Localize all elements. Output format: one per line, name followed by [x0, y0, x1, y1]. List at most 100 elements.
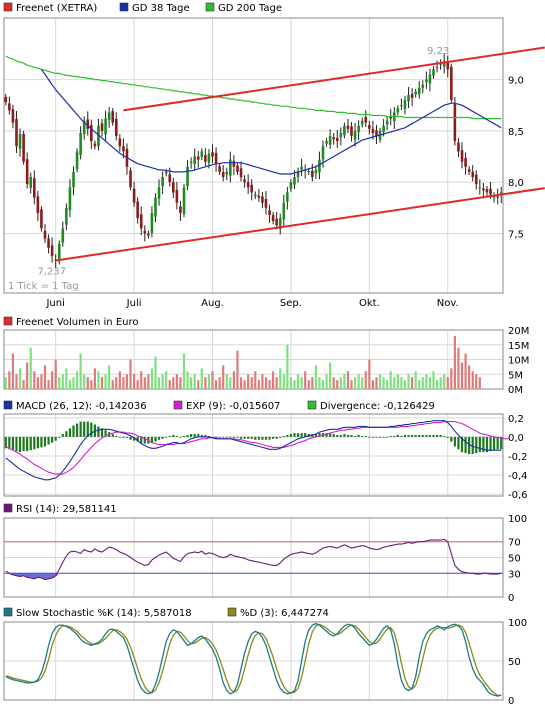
candle-body	[150, 212, 154, 234]
volume-bar	[282, 374, 285, 389]
legend-label: RSI (14): 29,581141	[16, 504, 117, 515]
divergence-bar	[218, 436, 221, 438]
y-tick-label: 100	[508, 514, 527, 525]
y-tick-label: -0,6	[508, 490, 528, 501]
divergence-bar	[136, 436, 139, 442]
volume-bar	[100, 377, 104, 389]
candle-body	[485, 189, 489, 193]
rsi-panel-frame	[3, 517, 504, 598]
candle-body	[225, 171, 229, 175]
divergence-bar	[250, 436, 253, 439]
volume-bar	[83, 374, 86, 389]
divergence-bar	[450, 436, 453, 442]
candle-body	[250, 184, 254, 193]
candle-body	[243, 179, 246, 183]
divergence-bar	[75, 423, 79, 437]
y-tick-label: 30	[508, 569, 521, 580]
divergence-bar	[8, 436, 11, 450]
candle-body	[147, 233, 150, 236]
volume-bar	[143, 377, 146, 389]
volume-bar	[90, 380, 93, 389]
volume-bar	[336, 380, 339, 389]
blue-square-icon	[119, 2, 129, 12]
candle-body	[15, 118, 18, 147]
legend-label: %D (3): 6,447274	[240, 608, 329, 619]
candle-body	[221, 171, 225, 178]
volume-bar	[125, 374, 129, 389]
volume-bar	[475, 374, 478, 389]
volume-bar	[175, 374, 178, 389]
divergence-bar	[118, 436, 121, 438]
divergence-bar	[339, 434, 342, 437]
divergence-bar	[489, 436, 492, 452]
divergence-bar	[125, 436, 129, 438]
divergence-bar	[414, 434, 417, 437]
candle-body	[32, 178, 36, 198]
divergence-bar	[115, 435, 118, 437]
candle-body	[482, 188, 485, 191]
candle-body	[460, 150, 464, 162]
candle-body	[371, 128, 375, 133]
volume-bar	[364, 371, 367, 389]
candle-body	[428, 74, 432, 84]
divergence-bar	[346, 434, 350, 437]
candle-body	[29, 177, 33, 188]
volume-panel-frame	[3, 329, 504, 390]
volume-bar	[225, 374, 228, 389]
volume-bar	[371, 380, 375, 389]
candle-body	[318, 159, 321, 173]
green-square-icon	[307, 400, 317, 410]
volume-bar	[200, 368, 203, 389]
divergence-bar	[396, 434, 399, 437]
divergence-bar	[193, 434, 196, 437]
divergence-bar	[418, 434, 421, 437]
volume-bar	[15, 374, 18, 389]
candle-body	[282, 202, 286, 220]
divergence-bar	[364, 435, 367, 437]
candle-body	[278, 218, 282, 229]
divergence-bar	[432, 434, 435, 437]
volume-bar	[207, 374, 211, 389]
volume-bar	[471, 371, 474, 389]
divergence-bar	[150, 436, 154, 443]
volume-bar	[407, 374, 410, 389]
volume-bar	[300, 377, 303, 389]
x-tick-label: Nov.	[437, 298, 459, 309]
volume-bar	[214, 380, 218, 389]
divergence-bar	[400, 435, 403, 437]
legend-label: GD 200 Tage	[218, 3, 282, 14]
candle-body	[143, 230, 147, 234]
volume-bar	[357, 374, 360, 389]
divergence-bar	[272, 436, 275, 439]
volume-bar	[321, 380, 325, 389]
candle-body	[214, 152, 218, 164]
candle-body	[478, 187, 482, 189]
y-tick-label: 9,0	[508, 76, 524, 87]
blue-square-icon	[3, 400, 13, 410]
candle-body	[421, 84, 425, 88]
volume-bar	[11, 353, 15, 389]
candle-body	[129, 170, 132, 188]
legend-label: Divergence: -0,126429	[320, 401, 435, 412]
tick-note: 1 Tick = 1 Tag	[8, 281, 79, 292]
divergence-bar	[336, 434, 339, 437]
candle-body	[179, 206, 182, 213]
candle-body	[353, 130, 357, 140]
divergence-bar	[58, 436, 61, 438]
divergence-bar	[411, 434, 414, 437]
legend-label: Slow Stochastic %K (14): 5,587018	[16, 608, 192, 619]
volume-bar	[268, 380, 271, 389]
divergence-bar	[168, 435, 171, 437]
divergence-bar	[378, 436, 382, 438]
volume-bar	[289, 377, 293, 389]
divergence-bar	[264, 436, 268, 440]
candle-body	[471, 171, 475, 178]
y-tick-label: 0	[508, 593, 514, 604]
volume-bar	[378, 374, 382, 389]
candle-body	[239, 168, 243, 178]
volume-bar	[393, 377, 396, 389]
y-tick-label: 0	[508, 696, 514, 707]
divergence-bar	[471, 436, 474, 455]
candle-body	[264, 199, 268, 208]
candle-body	[4, 97, 8, 103]
